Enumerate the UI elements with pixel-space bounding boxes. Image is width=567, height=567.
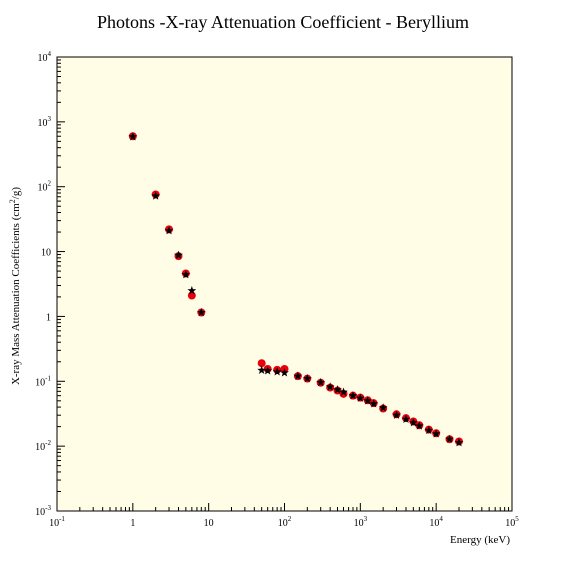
data-point-star: [424, 425, 434, 435]
data-point-star: [263, 366, 273, 375]
data-point-star: [454, 438, 464, 447]
data-point-star: [293, 371, 303, 380]
data-point-star: [164, 226, 174, 235]
y-axis-label-tail: /g): [10, 187, 22, 200]
data-point-star: [401, 414, 411, 423]
x-tick-label: 103: [354, 515, 368, 529]
data-point-star: [431, 429, 441, 438]
data-point-star: [280, 368, 289, 377]
data-point-star: [316, 377, 326, 387]
plot-area: [56, 56, 513, 512]
data-point-star: [445, 434, 454, 443]
data-point-star: [369, 399, 379, 408]
y-axis-label-sup: 2: [8, 199, 17, 203]
data-point-star: [151, 191, 161, 200]
x-tick-label: 105: [505, 515, 519, 529]
data-point-star: [257, 365, 267, 374]
data-point-star: [363, 396, 373, 405]
y-tick-label: 10: [41, 248, 51, 259]
y-tick-label: 103: [38, 115, 52, 129]
y-tick-label: 1: [46, 312, 51, 323]
data-point-star: [414, 421, 424, 430]
y-tick-label: 10-3: [35, 504, 51, 518]
data-point-star: [187, 286, 197, 295]
data-points: [128, 132, 464, 447]
tick-labels: 10-1 1 10 102 103 104 105 10-3 10-2 10-1 1 10 102 103…: [35, 50, 519, 529]
data-point-star: [355, 393, 365, 402]
data-point-star: [392, 410, 401, 419]
chart-title: Photons -X-ray Attenuation Coefficient -…: [97, 12, 469, 32]
data-point-star: [339, 387, 348, 396]
data-point-circle: [187, 291, 196, 300]
axis-ticks: [56, 56, 513, 512]
y-axis-label-main: X-ray Mass Attenuation Coefficients (cm: [10, 203, 22, 385]
data-point-star: [302, 374, 312, 383]
y-axis-label: X-ray Mass Attenuation Coefficients (cm2…: [8, 187, 22, 385]
data-point-star: [196, 307, 206, 317]
y-tick-label: 10-1: [35, 374, 51, 388]
data-point-star: [128, 132, 138, 141]
x-tick-label: 10: [204, 518, 214, 529]
y-tick-label: 10-2: [35, 439, 51, 453]
data-point-star: [174, 250, 183, 259]
x-tick-label: 104: [429, 515, 443, 529]
y-tick-label: 104: [38, 50, 52, 64]
data-point-star: [181, 270, 191, 279]
data-point-star: [333, 385, 342, 394]
x-tick-label: 1: [130, 518, 135, 529]
data-point-star: [378, 403, 388, 412]
data-point-star: [408, 418, 418, 427]
data-point-star: [325, 382, 335, 391]
y-tick-label: 102: [38, 180, 52, 194]
x-axis-label: Energy (keV): [450, 534, 510, 546]
data-point-star: [348, 391, 358, 400]
data-point-circle: [257, 359, 266, 368]
data-point-star: [272, 367, 282, 376]
x-tick-label: 102: [278, 515, 292, 529]
x-tick-label: 10-1: [49, 515, 65, 529]
